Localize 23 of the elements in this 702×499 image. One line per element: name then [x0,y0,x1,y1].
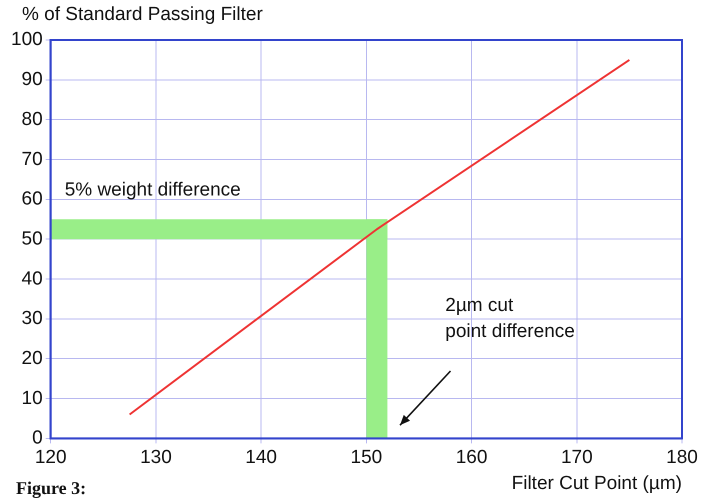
x-tick-label: 170 [560,447,593,468]
y-tick-label: 80 [22,108,43,130]
y-tick-label: 10 [22,388,43,409]
x-tick-label: 120 [34,447,67,468]
x-tick-label: 140 [245,447,277,468]
y-tick-label: 20 [22,348,43,369]
x-axis-title: Filter Cut Point (µm) [512,472,682,494]
x-tick-label: 180 [666,447,698,468]
annotation: 2µm cut point difference [445,294,575,342]
y-tick-label: 30 [22,308,43,330]
y-tick-label: 70 [22,148,43,170]
x-tick-label: 150 [350,447,382,468]
y-axis-title: % of Standard Passing Filter [22,4,263,26]
y-tick-label: 60 [22,188,43,210]
caption: Figure 3: [16,478,86,499]
annotation: 5% weight difference [64,179,241,200]
y-tick-label: 90 [22,69,43,90]
y-tick-label: 100 [11,29,43,50]
y-tick-label: 50 [22,228,43,250]
x-tick-label: 130 [140,447,172,468]
x-tick-label: 160 [456,447,488,468]
y-tick-label: 40 [22,268,43,290]
y-tick-label: 0 [32,428,43,449]
